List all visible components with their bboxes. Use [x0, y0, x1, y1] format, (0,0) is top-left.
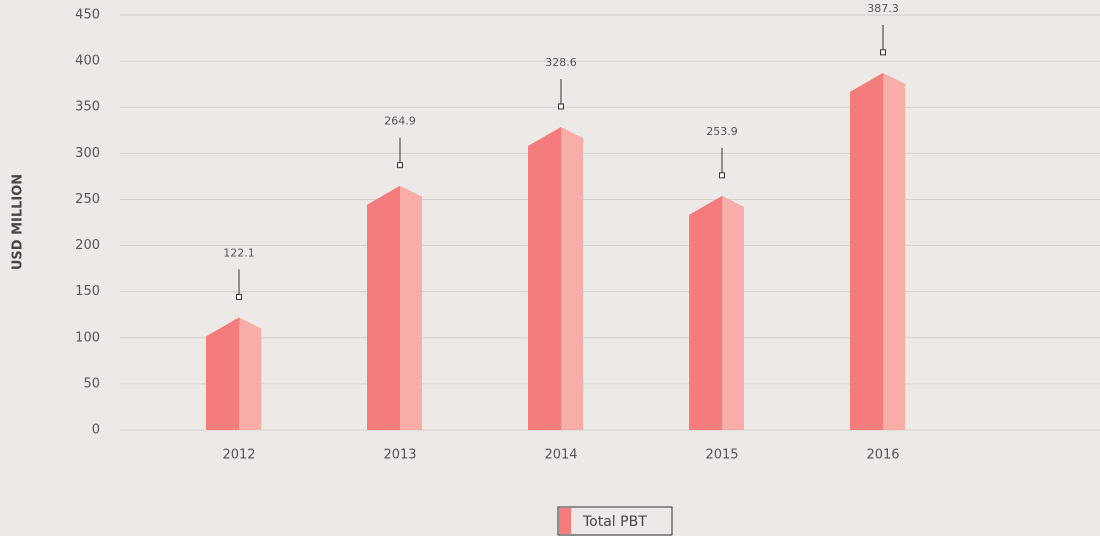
y-tick-label: 450 — [75, 8, 100, 23]
bar-left — [528, 126, 561, 431]
bar-right — [400, 185, 422, 430]
y-tick-label: 50 — [83, 376, 100, 391]
x-tick-label: 2013 — [383, 448, 416, 463]
y-tick-label: 250 — [75, 192, 100, 207]
x-tick-label: 2015 — [705, 448, 738, 463]
data-label: 122.1 — [223, 246, 255, 259]
data-label: 264.9 — [384, 115, 416, 128]
legend-box — [557, 506, 673, 536]
bar — [850, 72, 905, 430]
bar-right — [883, 72, 905, 430]
data-label: 387.3 — [867, 2, 899, 15]
bar — [689, 195, 744, 430]
y-tick-label: 100 — [75, 330, 100, 345]
x-tick-label: 2016 — [866, 448, 899, 463]
label-marker — [558, 103, 564, 110]
bar-right — [722, 195, 744, 430]
y-tick-label: 400 — [75, 54, 100, 69]
bar — [367, 185, 422, 430]
x-tick-label: 2012 — [222, 448, 255, 463]
data-label: 253.9 — [706, 125, 738, 138]
label-marker — [236, 293, 242, 300]
label-marker — [397, 162, 403, 169]
label-marker — [719, 172, 725, 179]
y-tick-label: 300 — [75, 146, 100, 161]
y-tick-label: 150 — [75, 284, 100, 299]
bar-left — [206, 317, 239, 430]
bar-left — [367, 185, 400, 430]
legend-label: Total PBT — [582, 514, 647, 530]
bar-right — [239, 317, 261, 430]
bar-right — [561, 126, 583, 431]
y-tick-label: 0 — [92, 423, 100, 438]
legend-swatch — [559, 508, 571, 534]
bar — [206, 317, 261, 430]
y-tick-label: 350 — [75, 100, 100, 115]
bar — [528, 126, 583, 431]
y-tick-label: 200 — [75, 238, 100, 253]
bar-left — [850, 72, 883, 430]
y-axis-label: USD MILLION — [11, 174, 26, 270]
label-marker — [880, 49, 886, 56]
data-label: 328.6 — [545, 56, 577, 69]
x-tick-label: 2014 — [544, 448, 577, 463]
bar-left — [689, 195, 722, 430]
